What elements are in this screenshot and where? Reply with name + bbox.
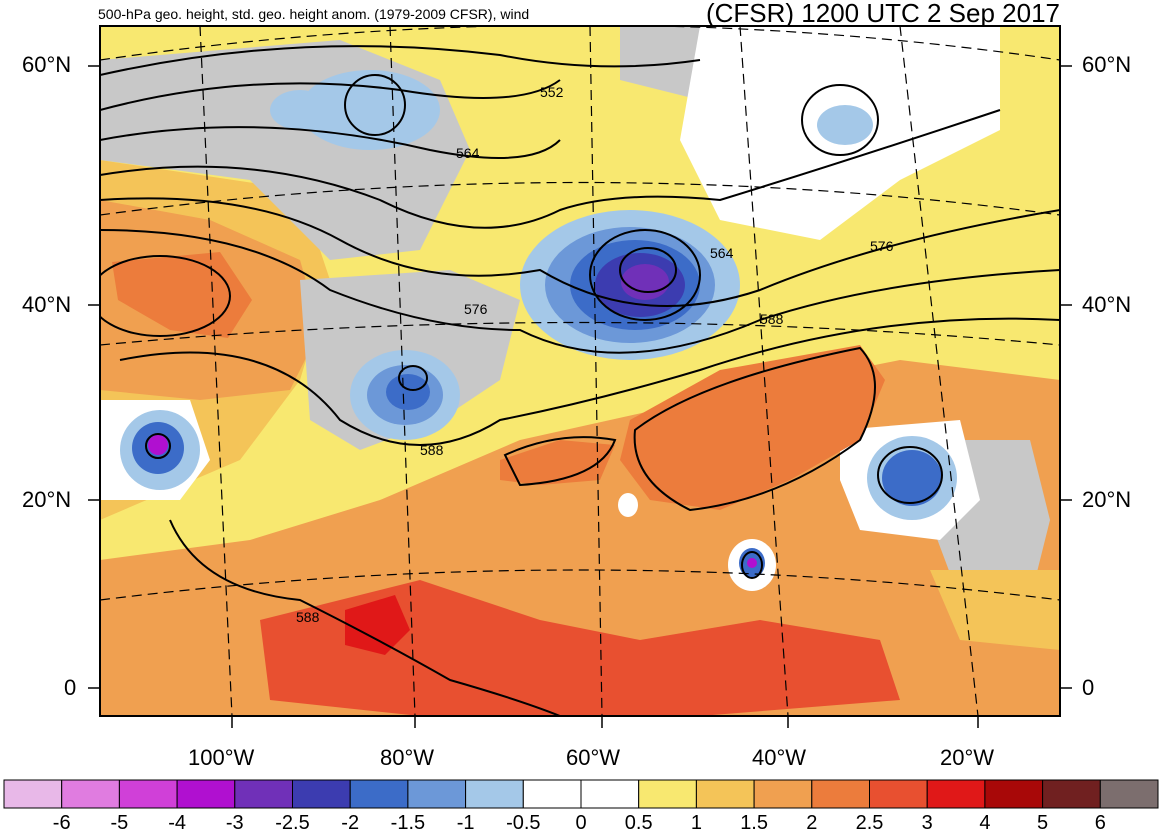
contour-label: 564 bbox=[456, 145, 480, 161]
colorbar-tick-label: -2 bbox=[341, 812, 360, 834]
lat-label-40n-left: 40°N bbox=[22, 292, 72, 317]
colorbar-swatch bbox=[522, 779, 582, 809]
colorbar-swatch bbox=[407, 779, 467, 809]
map-border bbox=[99, 25, 1061, 717]
lon-label-40w: 40°W bbox=[752, 745, 807, 770]
colorbar-swatch bbox=[580, 779, 640, 809]
anomaly-field bbox=[100, 26, 1060, 716]
colorbar-tick-label: -0.5 bbox=[506, 812, 541, 834]
colorbar-tick-label: -6 bbox=[52, 812, 71, 834]
cold-anom-tropical-core bbox=[747, 558, 757, 568]
colorbar-tick-label: 0.5 bbox=[624, 812, 653, 834]
colorbar-tick-label: 3 bbox=[921, 812, 933, 834]
height-contours bbox=[100, 45, 1060, 716]
contour-label: 588 bbox=[296, 609, 320, 625]
colorbar-swatch bbox=[753, 779, 813, 809]
colorbar-tick-label: 0 bbox=[575, 812, 587, 834]
white-spot bbox=[618, 493, 638, 517]
contour-label: 588 bbox=[420, 442, 444, 458]
colorbar-swatch bbox=[3, 779, 63, 809]
colorbar bbox=[3, 779, 1159, 809]
colorbar-swatch bbox=[869, 779, 928, 809]
colorbar-swatch bbox=[926, 779, 986, 809]
lat-label-0-right: 0 bbox=[1082, 675, 1095, 700]
title-left: 500-hPa geo. height, std. geo. height an… bbox=[98, 6, 530, 22]
colorbar-tick-label: 2 bbox=[806, 812, 818, 834]
colorbar-tick-label: 6 bbox=[1094, 812, 1106, 834]
colorbar-swatch bbox=[811, 779, 870, 809]
lat-label-0-left: 0 bbox=[64, 675, 77, 700]
title-right: (CFSR) 1200 UTC 2 Sep 2017 bbox=[705, 0, 1060, 28]
very-hot-anom-central-am bbox=[345, 595, 410, 655]
colorbar-tick-label: 1 bbox=[690, 812, 702, 834]
colorbar-tick-label: -5 bbox=[110, 812, 129, 834]
warm-anom-west-atl bbox=[500, 440, 615, 485]
warm-anom-central-atl bbox=[620, 345, 885, 510]
colorbar-swatch bbox=[465, 779, 524, 809]
colorbar-swatch bbox=[349, 779, 409, 809]
lat-label-20n-right: 20°N bbox=[1082, 487, 1132, 512]
lon-label-60w: 60°W bbox=[566, 745, 621, 770]
colorbar-swatch bbox=[61, 779, 120, 809]
colorbar-tick-label: 4 bbox=[979, 812, 991, 834]
colorbar-swatch bbox=[1042, 779, 1101, 809]
cold-anom-ne-atl bbox=[817, 105, 873, 145]
contour-label: 576 bbox=[464, 301, 488, 317]
colorbar-tick-label: -1 bbox=[456, 812, 475, 834]
cold-anom-se-us-inner bbox=[386, 374, 430, 410]
colorbar-tick-label: 1.5 bbox=[740, 812, 768, 834]
hot-anom-caribbean bbox=[260, 580, 900, 716]
cold-anom-east-atl-inner bbox=[882, 450, 942, 506]
contour-label: 588 bbox=[760, 311, 784, 327]
colorbar-swatch bbox=[234, 779, 294, 809]
colorbar-tick-label: -4 bbox=[168, 812, 186, 834]
tick-marks bbox=[88, 65, 1072, 728]
colorbar-tick-label: -2.5 bbox=[275, 812, 310, 834]
colorbar-swatch bbox=[695, 779, 755, 809]
cold-anom-atlantic-center bbox=[621, 264, 669, 300]
lon-label-20w: 20°W bbox=[940, 745, 995, 770]
cold-anom-northwest-2 bbox=[270, 90, 330, 130]
lat-label-60n-left: 60°N bbox=[22, 52, 72, 77]
lon-label-100w: 100°W bbox=[188, 745, 255, 770]
colorbar-swatch bbox=[1099, 779, 1159, 809]
colorbar-swatch bbox=[118, 779, 178, 809]
colorbar-swatch bbox=[176, 779, 236, 809]
hot-anom-ne-corner bbox=[930, 570, 1060, 650]
cold-anom-pacific-core bbox=[148, 435, 168, 455]
colorbar-swatch bbox=[638, 779, 697, 809]
colorbar-tick-label: 2.5 bbox=[855, 812, 884, 834]
contour-label: 564 bbox=[710, 245, 734, 261]
colorbar-tick-label: -1.5 bbox=[390, 812, 426, 834]
lon-label-80w: 80°W bbox=[380, 745, 435, 770]
lat-label-20n-left: 20°N bbox=[22, 487, 72, 512]
colorbar-tick-label: -3 bbox=[225, 812, 244, 834]
contour-label: 552 bbox=[540, 84, 564, 100]
lat-label-60n-right: 60°N bbox=[1082, 52, 1132, 77]
colorbar-swatch bbox=[984, 779, 1044, 809]
colorbar-swatch bbox=[292, 779, 351, 809]
colorbar-tick-label: 5 bbox=[1037, 812, 1049, 834]
lat-label-40n-right: 40°N bbox=[1082, 292, 1132, 317]
contour-label-group: 552 564 564 576 576 588 588 588 bbox=[296, 84, 894, 625]
contour-label: 576 bbox=[870, 238, 894, 254]
